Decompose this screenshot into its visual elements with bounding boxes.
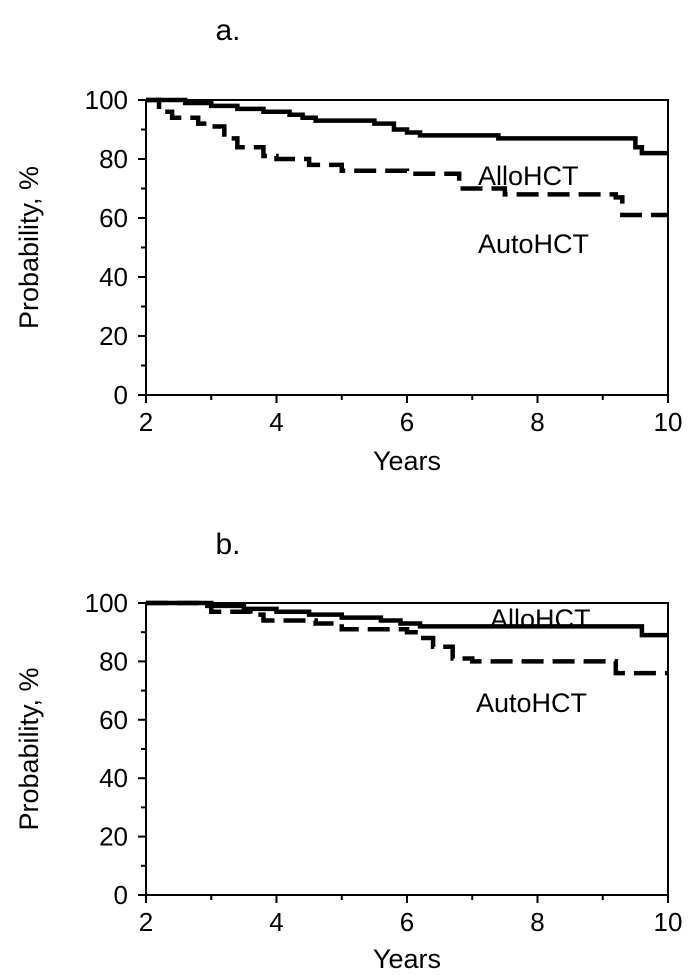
series-line-autohct — [146, 97, 668, 218]
y-tick-label: 40 — [99, 763, 128, 793]
y-tick-label: 0 — [114, 380, 128, 410]
y-tick-label: 0 — [114, 880, 128, 910]
series-line-autohct — [146, 600, 668, 676]
panel-label: b. — [215, 528, 240, 561]
chart-panel-2: b. 0 20 40 60 80 100 2 4 6 8 10 Years Probability, % A… — [14, 528, 682, 974]
y-tick-label: 100 — [85, 85, 128, 115]
series-label-autohct: AutoHCT — [476, 688, 587, 718]
y-axis-title: Probability, % — [14, 667, 44, 830]
y-tick-label: 80 — [99, 144, 128, 174]
series-label-autohct: AutoHCT — [478, 229, 589, 259]
x-tick-label: 4 — [269, 907, 283, 937]
x-tick-label: 10 — [654, 907, 683, 937]
x-tick-label: 10 — [654, 407, 683, 437]
x-tick-label: 6 — [400, 907, 414, 937]
series-label-allohct: AlloHCT — [490, 604, 591, 634]
y-tick-label: 40 — [99, 262, 128, 292]
y-tick-label: 60 — [99, 203, 128, 233]
series-line-allohct — [146, 600, 668, 638]
chart-panel-1: a. 0 20 40 60 80 100 2 4 6 8 10 Years Probability, % A… — [14, 14, 682, 476]
x-tick-label: 6 — [400, 407, 414, 437]
y-tick-label: 20 — [99, 822, 128, 852]
x-tick-label: 2 — [139, 407, 153, 437]
series-label-allohct: AlloHCT — [478, 161, 579, 191]
x-tick-label: 4 — [269, 407, 283, 437]
y-tick-label: 60 — [99, 705, 128, 735]
y-axis-title: Probability, % — [14, 166, 44, 329]
y-tick-label: 80 — [99, 646, 128, 676]
y-tick-label: 100 — [85, 588, 128, 618]
y-tick-label: 20 — [99, 321, 128, 351]
x-axis-title: Years — [373, 446, 441, 476]
x-tick-label: 2 — [139, 907, 153, 937]
plot-frame — [145, 99, 669, 396]
x-tick-label: 8 — [530, 907, 544, 937]
plot-frame — [145, 602, 669, 896]
series-line-allohct — [146, 97, 668, 156]
x-tick-label: 8 — [530, 407, 544, 437]
x-axis-title: Years — [373, 944, 441, 974]
panel-label: a. — [215, 14, 240, 47]
